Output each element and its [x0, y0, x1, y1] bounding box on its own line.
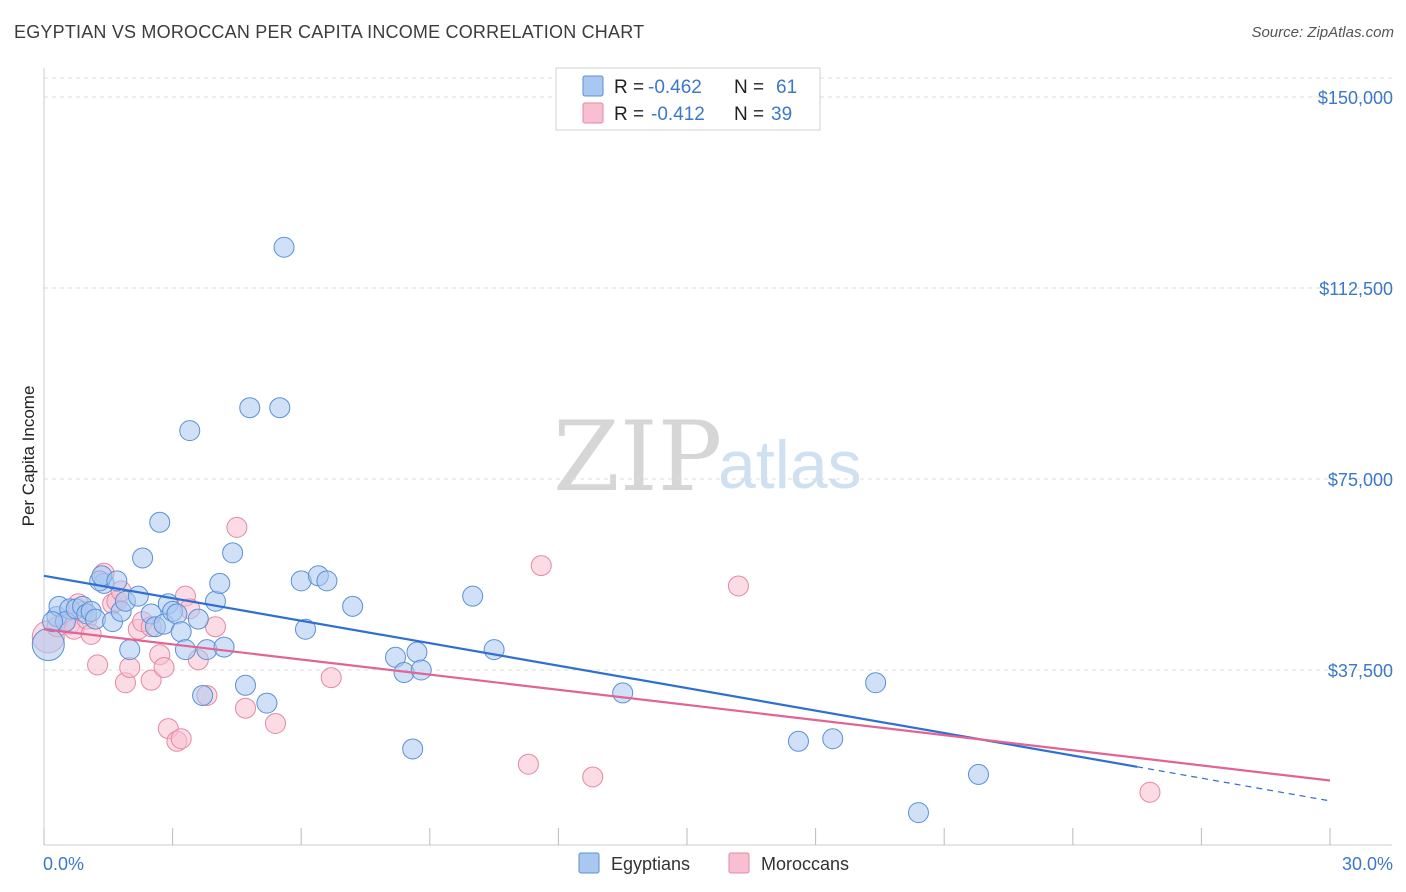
y-tick-labels: $37,500 $75,000 $112,500 $150,000 [1318, 88, 1393, 681]
axes [43, 68, 1392, 846]
moroccans-point [234, 697, 256, 719]
egyptians-r-value: -0.462 [648, 77, 702, 98]
legend-egyptians-label: Egyptians [611, 854, 690, 874]
egyptians-point [132, 547, 154, 569]
grid-lines [44, 77, 1392, 671]
legend-moroccans-label: Moroccans [761, 854, 849, 874]
legend-egyptians-swatch [578, 852, 600, 874]
moroccans-point [1139, 781, 1161, 803]
egyptians-legend-swatch [582, 75, 604, 97]
egyptians-point [222, 542, 244, 564]
egyptians-point [204, 590, 226, 612]
moroccans-trend-line [43, 628, 1331, 782]
moroccans-point [153, 656, 175, 678]
egyptians-point [187, 608, 209, 630]
x-ticks [43, 828, 1331, 845]
legend-moroccans-swatch [728, 852, 750, 874]
egyptians-point [787, 730, 809, 752]
egyptians-point [273, 236, 295, 258]
chart-title: EGYPTIAN VS MOROCCAN PER CAPITA INCOME C… [14, 22, 645, 42]
egyptians-point [106, 570, 128, 592]
moroccans-point [582, 766, 604, 788]
egyptians-point [170, 621, 192, 643]
source-label: Source: ZipAtlas.com [1251, 24, 1394, 41]
egyptians-point [239, 397, 261, 419]
egyptians-point [406, 641, 428, 663]
egyptians-point [213, 636, 235, 658]
y-axis-label: Per Capita Income [19, 386, 38, 527]
egyptians-point [234, 674, 256, 696]
moroccans-points [31, 516, 1161, 803]
egyptians-point [119, 639, 141, 661]
egyptians-point [42, 611, 64, 633]
egyptians-n-label: N = [734, 77, 764, 98]
moroccans-r-label: R = [614, 104, 644, 125]
moroccans-point [517, 753, 539, 775]
moroccans-point [87, 654, 109, 676]
egyptians-r-label: R = [614, 77, 644, 98]
egyptians-point [166, 603, 188, 625]
series-legend: Egyptians Moroccans [578, 852, 849, 874]
moroccans-n-label: N = [734, 104, 764, 125]
egyptians-point [967, 763, 989, 785]
trend-lines [43, 574, 1331, 802]
moroccans-point [140, 669, 162, 691]
watermark-zip: ZIP [553, 401, 722, 513]
egyptians-trend-extension [1136, 766, 1331, 802]
moroccans-point [530, 555, 552, 577]
stats-legend: R = -0.462 N = 61 R = -0.412 N = 39 [555, 67, 821, 131]
egyptians-point [269, 397, 291, 419]
moroccans-point [170, 728, 192, 750]
egyptians-point [127, 585, 149, 607]
x-tick-label-max: 30.0% [1342, 854, 1393, 874]
egyptians-point [410, 659, 432, 681]
moroccans-point [226, 516, 248, 538]
moroccans-point [727, 575, 749, 597]
egyptians-point [31, 628, 65, 662]
egyptians-point [612, 682, 634, 704]
y-tick-label: $75,000 [1328, 470, 1393, 490]
egyptians-point [462, 585, 484, 607]
moroccans-point [119, 656, 141, 678]
egyptians-point [192, 684, 214, 706]
y-tick-label: $37,500 [1328, 661, 1393, 681]
moroccans-r-value: -0.412 [651, 104, 705, 125]
egyptians-point [402, 738, 424, 760]
egyptians-point [149, 511, 171, 533]
egyptians-point [907, 802, 929, 824]
egyptians-point [256, 692, 278, 714]
moroccans-point [320, 667, 342, 689]
egyptians-point [174, 639, 196, 661]
moroccans-n-value: 39 [771, 104, 792, 125]
egyptians-point [822, 728, 844, 750]
egyptians-trend-line [43, 574, 1138, 768]
egyptians-points [31, 236, 989, 824]
egyptians-point [342, 595, 364, 617]
egyptians-n-value: 61 [776, 77, 797, 98]
x-tick-label-min: 0.0% [43, 854, 84, 874]
egyptians-point [179, 420, 201, 442]
egyptians-point [316, 570, 338, 592]
egyptians-point [865, 672, 887, 694]
moroccans-point [264, 712, 286, 734]
y-tick-label: $150,000 [1318, 88, 1393, 108]
egyptians-point [209, 572, 231, 594]
watermark-atlas: atlas [718, 427, 862, 503]
egyptians-point [294, 618, 316, 640]
y-tick-label: $112,500 [1319, 279, 1393, 299]
moroccans-legend-swatch [582, 102, 604, 124]
